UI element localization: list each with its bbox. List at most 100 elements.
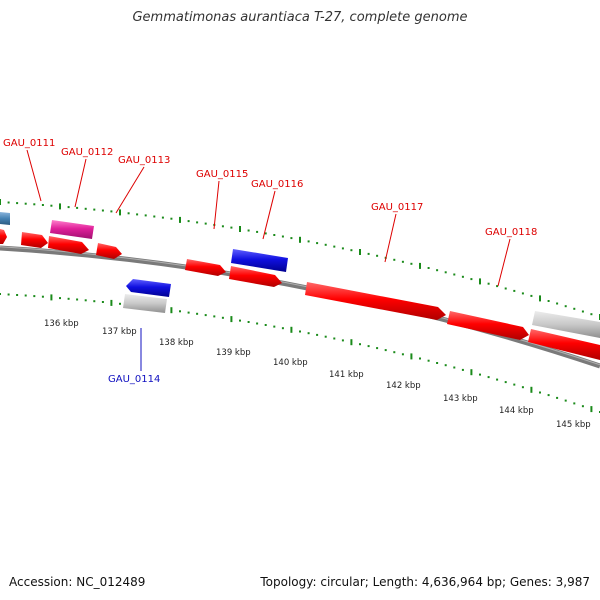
minor-tick [273, 325, 276, 328]
topology-summary: Topology: circular; Length: 4,636,964 bp… [260, 575, 590, 589]
minor-tick [453, 273, 456, 276]
major-tick [290, 326, 293, 333]
gene-label[interactable]: GAU_0116 [251, 179, 303, 190]
kbp-tick-label: 145 kbp [556, 420, 591, 430]
leader-line [262, 190, 276, 240]
gene-block[interactable] [0, 212, 10, 225]
gene-label[interactable]: GAU_0112 [61, 147, 113, 158]
minor-tick [573, 402, 576, 405]
minor-tick [384, 349, 387, 352]
minor-tick [16, 202, 19, 205]
minor-tick [230, 226, 233, 229]
minor-tick [470, 278, 473, 281]
minor-tick [67, 297, 70, 300]
outer-tick-track [0, 199, 600, 320]
minor-tick [256, 230, 259, 233]
minor-tick [33, 203, 36, 206]
gene-arrow[interactable] [48, 236, 89, 254]
major-tick [59, 203, 61, 210]
minor-tick [419, 357, 421, 360]
gene-arrow[interactable] [185, 259, 226, 276]
minor-tick [547, 300, 550, 302]
minor-tick [487, 282, 490, 285]
gene-block[interactable] [532, 311, 600, 338]
gene-arrow[interactable] [0, 229, 7, 244]
minor-tick [427, 267, 430, 269]
minor-tick [33, 295, 36, 298]
minor-tick [376, 347, 379, 350]
minor-tick [427, 359, 430, 362]
genome-backbone [0, 245, 600, 369]
minor-tick [196, 221, 199, 224]
minor-tick [410, 262, 413, 265]
minor-tick [7, 201, 10, 204]
minor-tick [359, 343, 361, 346]
accession-text: Accession: NC_012489 [9, 575, 146, 589]
kbp-tick-label: 143 kbp [443, 394, 478, 404]
gene-label[interactable]: GAU_0113 [118, 155, 170, 166]
major-tick [230, 316, 233, 323]
minor-tick [401, 260, 404, 263]
minor-tick [307, 332, 310, 335]
minor-tick [581, 405, 584, 408]
minor-tick [316, 242, 319, 245]
leader-line [74, 158, 87, 208]
inner-tick-track [0, 293, 600, 413]
major-tick [410, 353, 413, 360]
minor-tick [144, 214, 147, 217]
major-tick [470, 369, 473, 376]
minor-tick [7, 293, 10, 296]
major-tick [479, 278, 481, 285]
gene-arrow[interactable] [305, 282, 446, 320]
minor-tick [299, 330, 301, 333]
major-tick [530, 386, 533, 393]
minor-tick [521, 386, 524, 389]
gene-arrow[interactable] [96, 243, 122, 259]
minor-tick [350, 249, 353, 252]
minor-tick [401, 353, 404, 356]
minor-tick [221, 316, 224, 319]
minor-tick [247, 229, 250, 232]
kbp-tick-label: 137 kbp [102, 327, 137, 337]
minor-tick [521, 292, 524, 295]
major-tick [539, 295, 541, 302]
minor-tick [119, 302, 121, 305]
minor-tick [204, 222, 207, 225]
minor-tick [281, 235, 284, 238]
minor-tick [50, 204, 53, 207]
minor-tick [393, 351, 396, 354]
minor-tick [556, 396, 559, 399]
gene-arrow[interactable] [126, 279, 171, 297]
major-tick [350, 339, 353, 346]
minor-tick [461, 368, 464, 371]
gene-label[interactable]: GAU_0111 [3, 138, 55, 149]
gene-arrow[interactable] [21, 232, 48, 248]
minor-tick [59, 297, 61, 300]
gene-block[interactable] [50, 220, 94, 239]
minor-tick [444, 271, 447, 274]
major-tick [50, 294, 53, 301]
minor-tick [581, 310, 584, 313]
minor-tick [16, 294, 19, 296]
gene-label[interactable]: GAU_0117 [371, 202, 423, 213]
minor-tick [161, 216, 164, 219]
leader-line [497, 238, 511, 287]
gene-block[interactable] [231, 249, 288, 272]
gene-block[interactable] [123, 294, 167, 313]
gene-label[interactable]: GAU_0118 [485, 227, 537, 238]
gene-label[interactable]: GAU_0115 [196, 169, 248, 180]
gene-arrow[interactable] [447, 311, 529, 340]
minor-tick [513, 383, 516, 386]
minor-tick [264, 324, 267, 326]
minor-tick [333, 337, 336, 340]
minor-tick [564, 399, 567, 402]
minor-tick [436, 362, 439, 364]
kbp-tick-label: 138 kbp [159, 338, 194, 348]
minor-tick [504, 287, 507, 290]
gene-arrow[interactable] [528, 329, 600, 360]
minor-tick [504, 381, 507, 384]
leader-line [384, 213, 397, 263]
gene-arrow[interactable] [229, 266, 282, 287]
gene-label[interactable]: GAU_0114 [108, 374, 160, 385]
